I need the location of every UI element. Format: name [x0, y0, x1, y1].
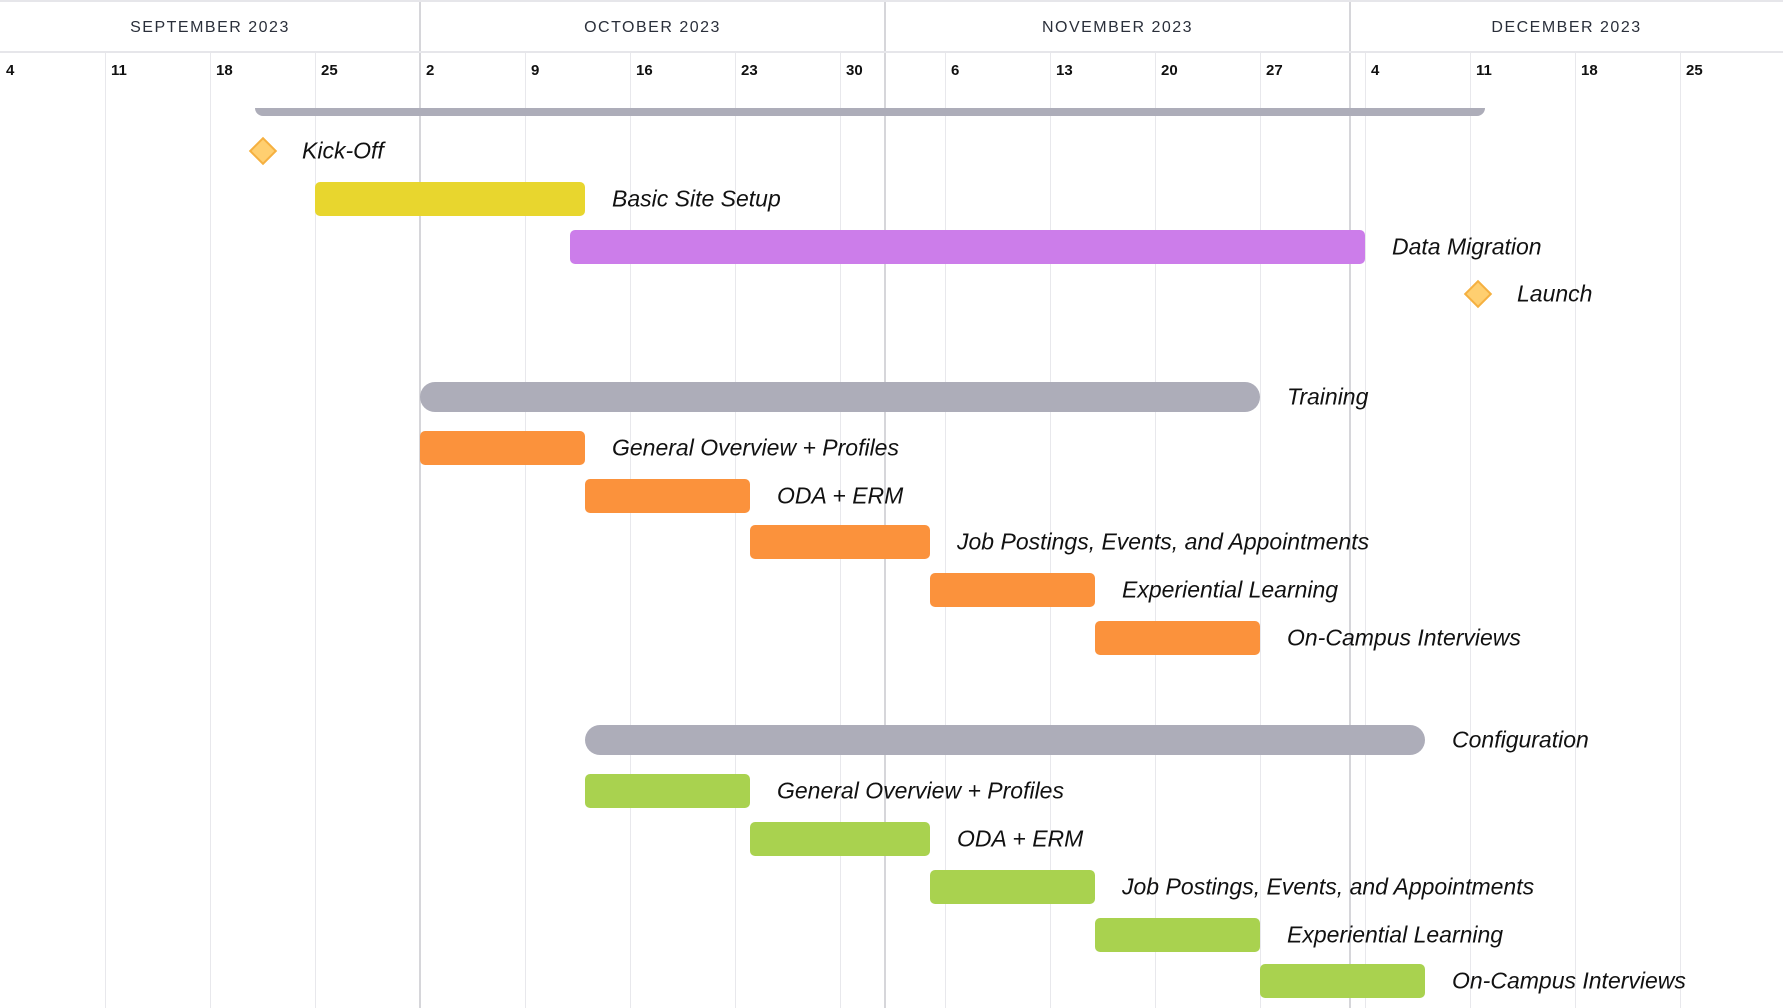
task-bar[interactable] — [1260, 964, 1425, 998]
task-bar[interactable] — [420, 431, 585, 465]
task-label: Data Migration — [1392, 233, 1542, 260]
task-label: On-Campus Interviews — [1452, 967, 1686, 994]
task-label: Launch — [1517, 280, 1593, 307]
task-label: Basic Site Setup — [612, 185, 781, 212]
week-label: 18 — [1581, 62, 1598, 79]
month-label: DECEMBER 2023 — [1491, 18, 1642, 36]
week-label: 20 — [1161, 62, 1178, 79]
task-bar[interactable] — [585, 479, 750, 513]
task-bar[interactable] — [930, 573, 1095, 607]
week-label: 13 — [1056, 62, 1073, 79]
week-gridline — [735, 53, 736, 1008]
task-label: Kick-Off — [302, 137, 384, 164]
group-summary-bar[interactable] — [420, 382, 1260, 412]
month-label: OCTOBER 2023 — [584, 18, 721, 36]
task-label: On-Campus Interviews — [1287, 624, 1521, 651]
task-bar[interactable] — [750, 822, 930, 856]
task-label: General Overview + Profiles — [612, 434, 899, 461]
milestone-diamond-icon[interactable] — [248, 136, 278, 166]
task-label: Experiential Learning — [1287, 921, 1504, 948]
task-bar[interactable] — [1095, 918, 1260, 952]
week-gridline — [945, 53, 946, 1008]
task-label: Training — [1287, 383, 1369, 410]
week-gridline — [630, 53, 631, 1008]
week-label: 23 — [741, 62, 758, 79]
task-label: Job Postings, Events, and Appointments — [1122, 873, 1535, 900]
task-label: Job Postings, Events, and Appointments — [957, 528, 1370, 555]
week-gridline — [1470, 53, 1471, 1008]
group-summary-bar[interactable] — [585, 725, 1425, 755]
week-label: 11 — [111, 62, 127, 79]
week-gridline — [1575, 53, 1576, 1008]
task-bar[interactable] — [930, 870, 1095, 904]
week-label: 27 — [1266, 62, 1283, 79]
week-gridline — [1155, 53, 1156, 1008]
week-label: 25 — [1686, 62, 1703, 79]
task-bar[interactable] — [570, 230, 1365, 264]
week-gridline — [1050, 53, 1051, 1008]
week-gridline — [525, 53, 526, 1008]
task-label: ODA + ERM — [777, 482, 904, 509]
week-label: 25 — [321, 62, 338, 79]
month-label: NOVEMBER 2023 — [1041, 18, 1194, 36]
week-label: 4 — [6, 62, 15, 79]
week-label: 16 — [636, 62, 653, 79]
task-label: Configuration — [1452, 726, 1589, 753]
task-bar[interactable] — [750, 525, 930, 559]
month-label: SEPTEMBER 2023 — [130, 18, 290, 36]
week-gridline — [1365, 53, 1366, 1008]
task-label: General Overview + Profiles — [777, 777, 1064, 804]
week-gridline — [105, 53, 106, 1008]
milestone-diamond-icon[interactable] — [1463, 279, 1493, 309]
month-divider — [419, 0, 421, 1008]
week-label: 9 — [531, 62, 540, 79]
week-label: 11 — [1476, 62, 1492, 79]
week-label: 2 — [426, 62, 435, 79]
week-gridline — [210, 53, 211, 1008]
week-label: 6 — [951, 62, 960, 79]
task-bar[interactable] — [585, 774, 750, 808]
task-bar[interactable] — [1095, 621, 1260, 655]
week-label: 18 — [216, 62, 233, 79]
month-header: SEPTEMBER 2023 OCTOBER 2023 NOVEMBER 2023 D… — [0, 0, 1783, 53]
task-label: Experiential Learning — [1122, 576, 1339, 603]
task-bar[interactable] — [315, 182, 585, 216]
week-gridline — [315, 53, 316, 1008]
week-label: 30 — [846, 62, 863, 79]
task-label: ODA + ERM — [957, 825, 1084, 852]
month-divider — [884, 0, 886, 1008]
week-gridline — [1260, 53, 1261, 1008]
week-gridline — [1680, 53, 1681, 1008]
month-divider — [1349, 0, 1351, 1008]
week-label: 4 — [1371, 62, 1380, 79]
project-summary-bar[interactable] — [255, 108, 1485, 116]
